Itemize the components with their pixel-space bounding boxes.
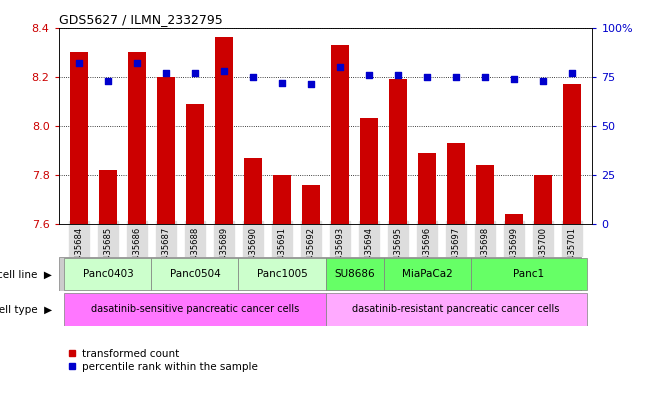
- Bar: [158, 77, 174, 224]
- Point: [364, 72, 374, 78]
- Bar: [238, 258, 326, 290]
- Bar: [215, 37, 232, 224]
- Point: [248, 73, 258, 80]
- Text: cell line  ▶: cell line ▶: [0, 269, 52, 279]
- Point: [219, 68, 229, 74]
- Bar: [389, 79, 407, 224]
- Bar: [152, 258, 238, 290]
- Point: [161, 70, 171, 76]
- Bar: [534, 175, 552, 224]
- Text: Panc1005: Panc1005: [256, 269, 307, 279]
- Bar: [273, 175, 291, 224]
- Bar: [419, 153, 436, 224]
- Point: [335, 64, 345, 70]
- Point: [189, 70, 200, 76]
- Text: GDS5627 / ILMN_2332795: GDS5627 / ILMN_2332795: [59, 13, 223, 26]
- Text: Panc0504: Panc0504: [169, 269, 220, 279]
- Bar: [383, 258, 471, 290]
- Bar: [99, 170, 117, 224]
- Point: [480, 73, 490, 80]
- Bar: [70, 52, 88, 224]
- Point: [277, 79, 287, 86]
- Text: dasatinib-sensitive pancreatic cancer cells: dasatinib-sensitive pancreatic cancer ce…: [91, 305, 299, 314]
- Legend: transformed count, percentile rank within the sample: transformed count, percentile rank withi…: [64, 345, 262, 376]
- Bar: [471, 258, 587, 290]
- Bar: [505, 214, 523, 224]
- Bar: [477, 165, 493, 224]
- Point: [306, 81, 316, 88]
- Point: [74, 60, 84, 66]
- Text: MiaPaCa2: MiaPaCa2: [402, 269, 452, 279]
- Point: [103, 77, 113, 84]
- Point: [422, 73, 432, 80]
- Bar: [128, 52, 146, 224]
- Bar: [360, 118, 378, 224]
- Text: cell type  ▶: cell type ▶: [0, 305, 52, 315]
- Bar: [326, 294, 587, 325]
- Point: [509, 75, 519, 82]
- Point: [567, 70, 577, 76]
- Bar: [186, 104, 204, 224]
- Bar: [331, 45, 349, 224]
- Bar: [447, 143, 465, 224]
- Point: [451, 73, 462, 80]
- Text: Panc0403: Panc0403: [83, 269, 133, 279]
- Point: [132, 60, 142, 66]
- Text: Panc1: Panc1: [513, 269, 544, 279]
- Text: SU8686: SU8686: [334, 269, 375, 279]
- Bar: [64, 294, 326, 325]
- Bar: [302, 185, 320, 224]
- Bar: [244, 158, 262, 224]
- Point: [393, 72, 403, 78]
- Bar: [64, 258, 152, 290]
- Text: dasatinib-resistant pancreatic cancer cells: dasatinib-resistant pancreatic cancer ce…: [352, 305, 560, 314]
- Bar: [563, 84, 581, 224]
- Point: [538, 77, 548, 84]
- Bar: [326, 258, 383, 290]
